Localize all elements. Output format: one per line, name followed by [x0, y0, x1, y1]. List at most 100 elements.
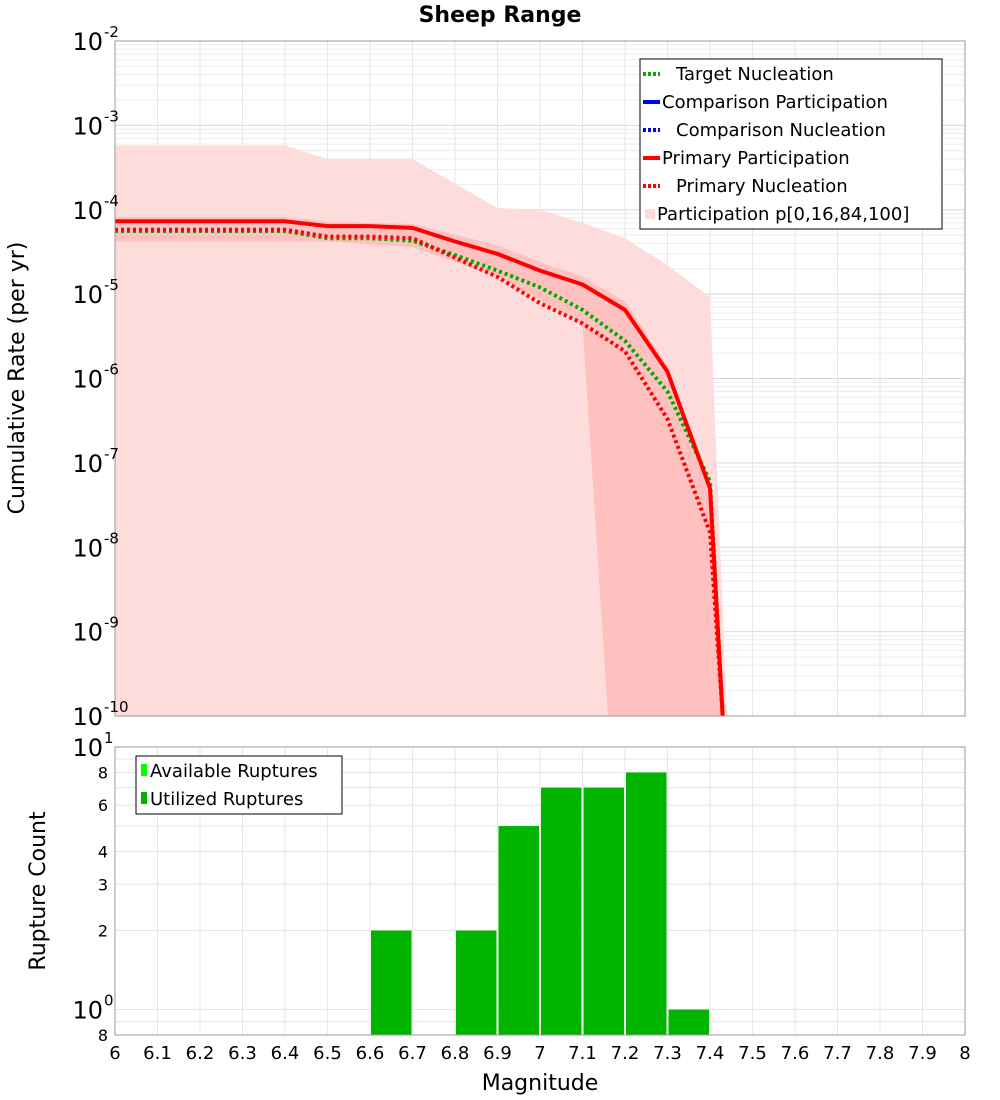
bar — [456, 930, 497, 1035]
top-y-tick: 10 -10 — [72, 698, 128, 731]
x-tick-label: 7.5 — [738, 1043, 767, 1064]
top-y-tick: 10 -8 — [72, 529, 119, 562]
top-y-axis-label: Cumulative Rate (per yr) — [5, 242, 30, 515]
y-tick-exponent: -9 — [104, 614, 119, 632]
band-p16-p84 — [115, 217, 723, 716]
bottom-y-tick: 8 — [98, 1026, 108, 1045]
y-tick-exponent: -10 — [104, 698, 129, 716]
bar — [371, 930, 412, 1035]
top-y-tick: 10 -4 — [72, 192, 119, 225]
legend-label: Comparison Nucleation — [676, 120, 886, 141]
bottom-y-tick: 10 1 — [72, 729, 113, 762]
y-tick-label: 10 — [72, 734, 103, 762]
bar — [626, 772, 667, 1035]
bottom-y-tick: 4 — [98, 842, 108, 861]
legend-swatch — [141, 764, 147, 776]
legend-entry: Comparison Participation — [643, 92, 888, 113]
bar — [583, 787, 624, 1035]
bottom-legend-box — [135, 755, 343, 815]
top-y-tick: 10 -5 — [72, 276, 119, 309]
y-tick-exponent: -7 — [104, 445, 119, 463]
legend-label: Utilized Ruptures — [150, 789, 303, 810]
x-tick-label: 6.2 — [186, 1043, 215, 1064]
bottom-legend: Available Ruptures Utilized Ruptures — [135, 755, 343, 815]
legend-label: Comparison Participation — [662, 92, 888, 113]
x-tick-label: 6.5 — [313, 1043, 342, 1064]
y-tick-base: 10 — [72, 366, 103, 394]
legend-entry: Comparison Nucleation — [643, 120, 886, 141]
top-legend: Target Nucleation Comparison Participatio… — [639, 58, 943, 230]
top-y-tick-labels: 10-210-310-410-510-610-710-810-910-10 — [72, 23, 128, 731]
x-tick-label: 7.9 — [908, 1043, 937, 1064]
legend-label: Participation p[0,16,84,100] — [657, 204, 909, 225]
legend-entry: Participation p[0,16,84,100] — [645, 204, 909, 225]
x-tick-label: 7.8 — [866, 1043, 895, 1064]
bottom-x-tick-labels: 6 6.1 6.2 6.3 6.4 6.5 6.6 6.7 6.8 6.9 7 7.1 7.2 7.3 7.… — [109, 1043, 970, 1064]
x-tick-label: 7.3 — [653, 1043, 682, 1064]
bottom-y-axis-label: Rupture Count — [26, 811, 51, 971]
legend-entry: Primary Nucleation — [643, 176, 848, 197]
x-tick-label: 6.9 — [483, 1043, 512, 1064]
x-tick-label: 8 — [959, 1043, 970, 1064]
y-tick-base: 10 — [72, 703, 103, 731]
bar — [541, 787, 582, 1035]
x-tick-label: 7.7 — [823, 1043, 852, 1064]
top-y-tick: 10 -3 — [72, 107, 119, 140]
bottom-plot-frame — [114, 746, 966, 1036]
y-tick-exponent: -8 — [104, 529, 119, 547]
legend-label: Target Nucleation — [675, 64, 834, 85]
top-y-tick: 10 -9 — [72, 614, 119, 647]
y-tick-exponent: 1 — [104, 729, 114, 747]
bottom-y-tick: 2 — [98, 922, 108, 941]
y-tick-label: 6 — [98, 796, 108, 815]
y-tick-base: 10 — [72, 197, 103, 225]
legend-label: Primary Participation — [662, 148, 850, 169]
y-tick-base: 10 — [72, 281, 103, 309]
bottom-bars — [371, 772, 709, 1035]
x-tick-label: 7.2 — [611, 1043, 640, 1064]
bottom-y-tick: 8 — [98, 763, 108, 782]
y-tick-exponent: -2 — [104, 23, 119, 41]
y-tick-label: 2 — [98, 922, 108, 941]
y-tick-exponent: -5 — [104, 276, 119, 294]
bar — [668, 1009, 709, 1035]
x-tick-label: 7.1 — [568, 1043, 597, 1064]
y-tick-base: 10 — [72, 450, 103, 478]
y-tick-base: 10 — [72, 619, 103, 647]
x-tick-label: 6.3 — [228, 1043, 257, 1064]
top-participation-bands — [115, 145, 727, 717]
y-tick-exponent: -4 — [104, 192, 119, 210]
x-tick-label: 6.1 — [143, 1043, 172, 1064]
x-tick-label: 7 — [534, 1043, 545, 1064]
top-legend-box — [639, 58, 943, 230]
y-tick-exponent: -6 — [104, 361, 119, 379]
y-tick-label: 10 — [72, 997, 103, 1025]
y-tick-label: 4 — [98, 842, 108, 861]
bottom-y-tick: 3 — [98, 875, 108, 894]
series-target-nucleation — [115, 229, 725, 717]
x-tick-label: 7.6 — [781, 1043, 810, 1064]
y-tick-base: 10 — [72, 28, 103, 56]
x-tick-label: 6 — [109, 1043, 120, 1064]
y-tick-exponent: 0 — [104, 992, 114, 1010]
x-axis-label: Magnitude — [482, 1071, 599, 1096]
bar — [498, 826, 539, 1035]
legend-entry: Target Nucleation — [643, 64, 834, 85]
top-y-tick: 10 -7 — [72, 445, 119, 478]
top-series-lines — [115, 219, 725, 717]
y-tick-label: 3 — [98, 875, 108, 894]
y-tick-base: 10 — [72, 112, 103, 140]
legend-label: Primary Nucleation — [676, 176, 848, 197]
y-tick-base: 10 — [72, 534, 103, 562]
legend-entry: Utilized Ruptures — [141, 789, 303, 810]
bottom-y-tick: 6 — [98, 796, 108, 815]
legend-entry: Available Ruptures — [141, 761, 318, 782]
top-y-tick: 10 -6 — [72, 361, 119, 394]
x-tick-label: 6.4 — [271, 1043, 300, 1064]
y-tick-label: 8 — [98, 763, 108, 782]
top-y-tick: 10 -2 — [72, 23, 119, 56]
legend-label: Available Ruptures — [150, 761, 318, 782]
x-tick-label: 6.8 — [441, 1043, 470, 1064]
x-tick-label: 6.6 — [356, 1043, 385, 1064]
